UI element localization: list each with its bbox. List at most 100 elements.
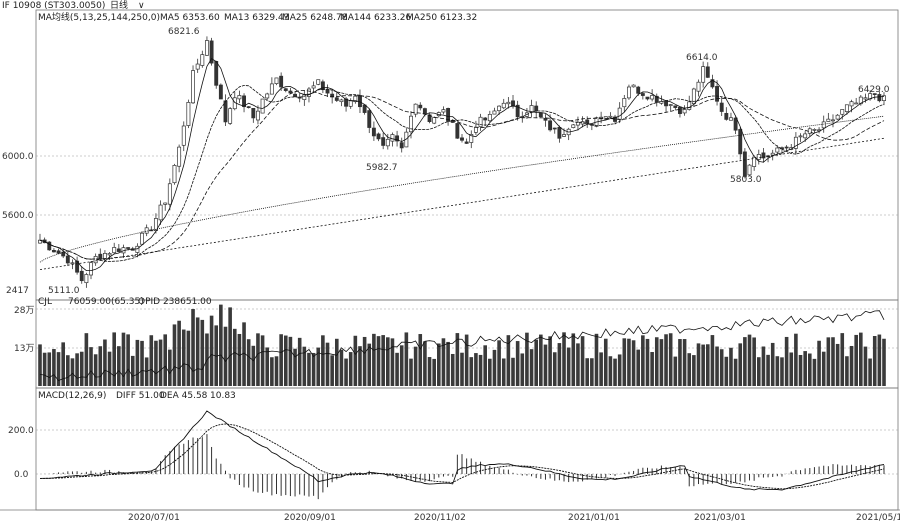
volume-bar bbox=[761, 346, 766, 386]
candle-body bbox=[177, 146, 182, 167]
candle-body bbox=[167, 183, 172, 205]
candle-body bbox=[116, 248, 121, 252]
candle-body bbox=[432, 117, 437, 124]
candle-body bbox=[293, 93, 298, 98]
candle-body bbox=[835, 114, 840, 120]
volume-bar bbox=[348, 352, 353, 386]
candle-body bbox=[288, 90, 293, 94]
candle-body bbox=[195, 63, 200, 70]
candle-body bbox=[821, 121, 826, 129]
symbol-label: IF 10908 (ST303.0050) bbox=[2, 1, 105, 11]
candle-body bbox=[775, 147, 780, 153]
candle-body bbox=[460, 137, 464, 141]
volume-bar bbox=[232, 328, 237, 386]
chevron-down-icon[interactable]: ∨ bbox=[138, 1, 145, 11]
candle-body bbox=[557, 127, 562, 139]
candle-body bbox=[854, 102, 859, 105]
candle-body bbox=[562, 134, 566, 137]
volume-bar bbox=[534, 339, 538, 386]
volume-bar bbox=[566, 347, 571, 386]
volume-bar bbox=[367, 343, 372, 386]
candle-body bbox=[228, 108, 233, 124]
candle-body bbox=[251, 108, 256, 119]
volume-bar bbox=[126, 334, 130, 386]
candle-body bbox=[882, 95, 886, 101]
candle-body bbox=[330, 93, 335, 98]
volume-bar bbox=[664, 334, 668, 386]
ma5-line bbox=[39, 58, 885, 271]
macd-value: 10.83 bbox=[210, 391, 236, 401]
candle-body bbox=[756, 154, 761, 160]
candle-body bbox=[840, 109, 845, 115]
volume-bar bbox=[256, 333, 260, 386]
volume-tick-13: 13万 bbox=[14, 344, 34, 354]
candle-body bbox=[668, 104, 673, 106]
volume-bar bbox=[181, 329, 186, 386]
candle-body bbox=[112, 247, 117, 254]
volume-bar bbox=[112, 332, 116, 386]
volume-bar bbox=[372, 333, 376, 386]
volume-bar bbox=[743, 337, 747, 386]
candle-body bbox=[719, 102, 724, 112]
volume-bar bbox=[506, 335, 511, 386]
volume-bar bbox=[784, 336, 789, 386]
candle-body bbox=[464, 141, 469, 144]
candle-body bbox=[858, 96, 863, 105]
candle-body bbox=[446, 108, 451, 122]
candle-body bbox=[102, 253, 107, 259]
candle-body bbox=[478, 116, 483, 128]
candle-body bbox=[691, 88, 696, 105]
volume-bar bbox=[154, 340, 158, 386]
period-label[interactable]: 日线 bbox=[110, 0, 128, 11]
volume-bar bbox=[47, 352, 52, 386]
ma144-line bbox=[39, 115, 885, 263]
volume-bar bbox=[733, 358, 738, 386]
candle-body bbox=[214, 61, 219, 86]
volume-bar bbox=[548, 336, 552, 386]
volume-bar bbox=[214, 325, 219, 386]
candle-body bbox=[418, 104, 423, 109]
candle-body bbox=[307, 88, 311, 97]
volume-opid: OPID 238651.00 bbox=[138, 297, 212, 307]
candle-body bbox=[548, 120, 553, 131]
macd-diff: DIFF 51.00 bbox=[116, 391, 165, 401]
candle-body bbox=[191, 70, 195, 104]
volume-bar bbox=[446, 341, 450, 386]
annotation-high-1: 6821.6 bbox=[168, 27, 200, 37]
volume-bar bbox=[678, 339, 682, 386]
candle-body bbox=[650, 95, 655, 100]
macd-diff-line bbox=[39, 410, 885, 491]
volume-bar bbox=[729, 347, 733, 386]
volume-bar bbox=[752, 337, 756, 386]
open-interest-line bbox=[39, 310, 885, 382]
candle-body bbox=[135, 245, 140, 253]
macd-tick-200: 200.0 bbox=[8, 426, 34, 436]
candle-body bbox=[715, 86, 720, 102]
volume-tick-28: 28万 bbox=[14, 306, 34, 316]
ma5-value: MA5 6353.60 bbox=[160, 13, 220, 23]
candle-body bbox=[385, 138, 390, 147]
candle-body bbox=[84, 274, 89, 284]
candle-body bbox=[325, 89, 330, 94]
volume-bar bbox=[437, 343, 441, 386]
annotation-high-2: 6614.0 bbox=[686, 53, 718, 63]
volume-bar bbox=[854, 334, 858, 386]
volume-bar bbox=[738, 343, 743, 386]
volume-bar bbox=[158, 339, 163, 386]
annotation-low-1: 5982.7 bbox=[366, 163, 398, 173]
candle-body bbox=[724, 112, 729, 120]
volume-bar bbox=[608, 356, 613, 386]
volume-bar bbox=[580, 336, 585, 386]
volume-bar bbox=[631, 340, 636, 386]
candle-body bbox=[348, 100, 353, 107]
candle-body bbox=[729, 117, 733, 121]
volume-bar bbox=[622, 338, 627, 386]
volume-bar bbox=[386, 337, 390, 386]
volume-bar bbox=[770, 342, 775, 386]
candle-body bbox=[200, 54, 205, 66]
volume-bar bbox=[140, 340, 144, 386]
volume-bar bbox=[483, 345, 487, 386]
candle-body bbox=[269, 83, 274, 95]
candle-body bbox=[455, 123, 460, 139]
